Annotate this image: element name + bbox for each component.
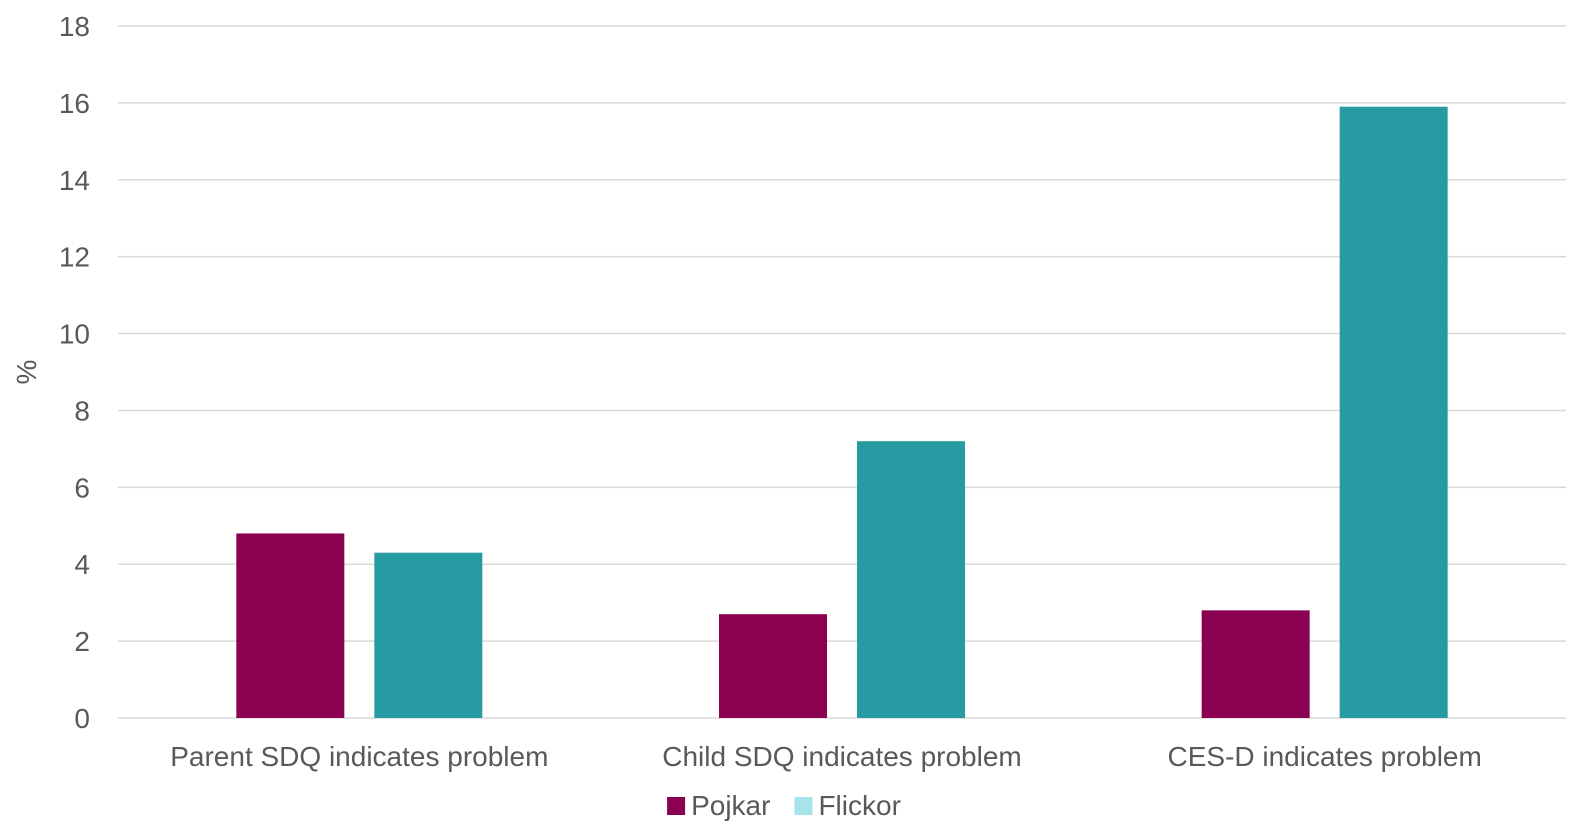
bar-flickor-3: [1339, 106, 1448, 718]
y-tick-label: 2: [74, 626, 90, 657]
x-axis-categories: Parent SDQ indicates problem Child SDQ in…: [170, 741, 1482, 772]
bar-pojkar-3: [1201, 610, 1310, 718]
bar-pojkar-2: [719, 614, 827, 718]
y-tick-label: 12: [59, 242, 90, 273]
legend-label: Pojkar: [691, 790, 770, 821]
legend: Pojkar Flickor: [667, 790, 901, 821]
y-tick-label: 8: [74, 395, 90, 426]
legend-item-flickor: Flickor: [794, 790, 901, 821]
x-category-label: Child SDQ indicates problem: [662, 741, 1022, 772]
gridlines: [118, 25, 1566, 719]
legend-item-pojkar: Pojkar: [667, 790, 770, 821]
y-tick-label: 0: [74, 703, 90, 734]
y-tick-label: 18: [59, 11, 90, 42]
y-axis-ticks: 0 2 4 6 8 10 12 14 16 18: [59, 11, 90, 734]
bar-flickor-2: [857, 441, 965, 718]
bar-flickor-1: [374, 552, 483, 718]
x-category-label: Parent SDQ indicates problem: [170, 741, 548, 772]
y-tick-label: 4: [74, 549, 90, 580]
legend-swatch: [667, 797, 686, 815]
y-tick-label: 6: [74, 472, 90, 503]
bar-pojkar-1: [236, 533, 345, 718]
y-axis-title: %: [11, 360, 42, 385]
y-tick-label: 14: [59, 165, 90, 196]
legend-label: Flickor: [818, 790, 900, 821]
legend-swatch: [794, 797, 813, 815]
x-category-label: CES-D indicates problem: [1167, 741, 1481, 772]
y-tick-label: 16: [59, 88, 90, 119]
bars: [236, 106, 1448, 718]
y-tick-label: 10: [59, 319, 90, 350]
